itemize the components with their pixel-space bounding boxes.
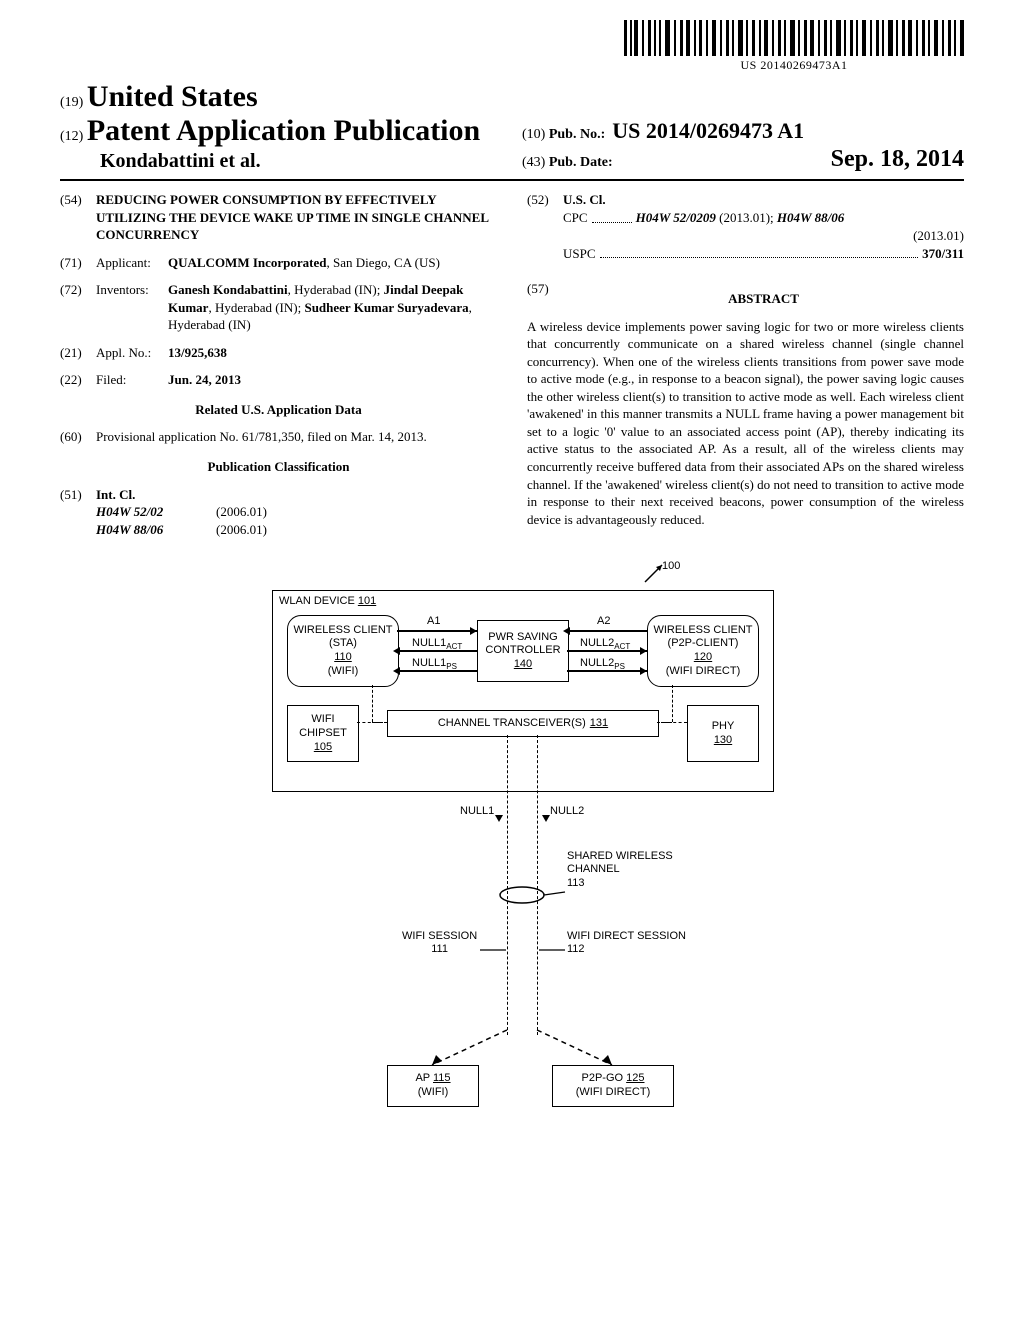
wlan-device-title: WLAN DEVICE 101 — [279, 595, 376, 607]
field-72-label: Inventors: — [96, 281, 168, 334]
uscl-label: U.S. Cl. — [563, 191, 964, 209]
cpc-1: H04W 52/0209 — [636, 209, 716, 227]
cpc-1y: (2013.01); — [719, 209, 774, 227]
field-71-label: Applicant: — [96, 254, 168, 272]
cpc-label: CPC — [563, 209, 588, 227]
figure-1: 100 WLAN DEVICE 101 WIRELESS CLIENT (STA… — [232, 560, 792, 1120]
inventor-short: Kondabattini et al. — [100, 150, 502, 173]
field-72-num: (72) — [60, 281, 96, 334]
channel-transceiver: CHANNEL TRANSCEIVER(S) 131 — [387, 710, 659, 737]
field-51-num: (51) — [60, 486, 96, 539]
figure-wrap: 100 WLAN DEVICE 101 WIRELESS CLIENT (STA… — [60, 560, 964, 1120]
uspc-val: 370/311 — [922, 245, 964, 263]
patent-page: US 20140269473A1 (19) United States (12)… — [0, 0, 1024, 1320]
intcl-1: H04W 52/02 — [96, 503, 216, 521]
field-21-num: (21) — [60, 344, 96, 362]
cpc-2y: (2013.01) — [563, 227, 964, 245]
field-21-label: Appl. No.: — [96, 344, 168, 362]
provisional-text: Provisional application No. 61/781,350, … — [96, 428, 497, 446]
cpc-2: H04W 88/06 — [777, 209, 844, 227]
field-57-num: (57) — [527, 280, 563, 318]
invention-title: REDUCING POWER CONSUMPTION BY EFFECTIVEL… — [96, 191, 497, 244]
field-54-num: (54) — [60, 191, 96, 244]
applicant-name: QUALCOMM Incorporated — [168, 255, 327, 270]
inventor-1: Ganesh Kondabattini — [168, 282, 288, 297]
barcode-number: US 20140269473A1 — [624, 58, 964, 73]
uspc-label: USPC — [563, 245, 596, 263]
inventor-3: Sudheer Kumar Suryadevara — [304, 300, 468, 315]
code-43: (43) — [522, 155, 545, 171]
field-22-num: (22) — [60, 371, 96, 389]
sig-a2: A2 — [597, 615, 610, 628]
ap-box: AP 115 (WIFI) — [387, 1065, 479, 1107]
sig-null2act: NULL2ACT — [580, 637, 630, 652]
barcode: US 20140269473A1 — [624, 20, 964, 73]
wireless-client-1: WIRELESS CLIENT (STA) 110 (WIFI) — [287, 615, 399, 687]
country-name: United States — [87, 80, 258, 113]
sig-null2ps: NULL2PS — [580, 657, 625, 672]
field-22-label: Filed: — [96, 371, 168, 389]
channel-pointer — [497, 885, 567, 905]
intcl-1-year: (2006.01) — [216, 503, 267, 521]
content-columns: (54) REDUCING POWER CONSUMPTION BY EFFEC… — [60, 191, 964, 540]
related-data-heading: Related U.S. Application Data — [60, 401, 497, 419]
inventors-list: Ganesh Kondabattini, Hyderabad (IN); Jin… — [168, 281, 497, 334]
header-block: (19) United States (12) Patent Applicati… — [60, 80, 964, 181]
wifi-chipset: WIFI CHIPSET 105 — [287, 705, 359, 762]
null1-label: NULL1 — [460, 805, 494, 818]
publication-type: Patent Application Publication — [87, 114, 480, 147]
intcl-2-year: (2006.01) — [216, 521, 267, 539]
applicant-loc: , San Diego, CA (US) — [327, 255, 440, 270]
publication-number: US 2014/0269473 A1 — [612, 118, 804, 143]
classification-heading: Publication Classification — [60, 458, 497, 476]
intcl-label: Int. Cl. — [96, 486, 497, 504]
left-column: (54) REDUCING POWER CONSUMPTION BY EFFEC… — [60, 191, 497, 540]
barcode-svg — [624, 20, 964, 56]
field-52-num: (52) — [527, 191, 563, 262]
sig-null1act: NULL1ACT — [412, 637, 462, 652]
field-60-num: (60) — [60, 428, 96, 446]
filing-date: Jun. 24, 2013 — [168, 371, 497, 389]
wifi-session-label: WIFI SESSION 111 — [402, 930, 477, 956]
shared-channel-label: SHARED WIRELESS CHANNEL 113 — [567, 850, 673, 890]
wireless-client-2: WIRELESS CLIENT (P2P-CLIENT) 120 (WIFI D… — [647, 615, 759, 687]
pubdate-label: Pub. Date: — [549, 155, 613, 171]
code-19: (19) — [60, 95, 83, 110]
publication-date: Sep. 18, 2014 — [831, 146, 964, 173]
fig-ref-100-text: 100 — [662, 560, 680, 573]
sig-null1ps: NULL1PS — [412, 657, 457, 672]
code-12: (12) — [60, 129, 83, 144]
application-number: 13/925,638 — [168, 344, 497, 362]
split-lines — [402, 1025, 642, 1070]
abstract-heading: ABSTRACT — [563, 290, 964, 308]
intcl-2: H04W 88/06 — [96, 521, 216, 539]
code-10: (10) — [522, 127, 545, 142]
pwr-saving-controller: PWR SAVING CONTROLLER 140 — [477, 620, 569, 682]
null2-label: NULL2 — [550, 805, 584, 818]
wifi-direct-session-label: WIFI DIRECT SESSION 112 — [567, 930, 686, 956]
sig-a1: A1 — [427, 615, 440, 628]
abstract-text: A wireless device implements power savin… — [527, 318, 964, 529]
phy-box: PHY 130 — [687, 705, 759, 762]
p2p-go-box: P2P-GO 125 (WIFI DIRECT) — [552, 1065, 674, 1107]
right-column: (52) U.S. Cl. CPC H04W 52/0209 (2013.01)… — [527, 191, 964, 540]
field-71-num: (71) — [60, 254, 96, 272]
pubno-label: Pub. No.: — [549, 127, 605, 142]
header-divider — [60, 179, 964, 181]
